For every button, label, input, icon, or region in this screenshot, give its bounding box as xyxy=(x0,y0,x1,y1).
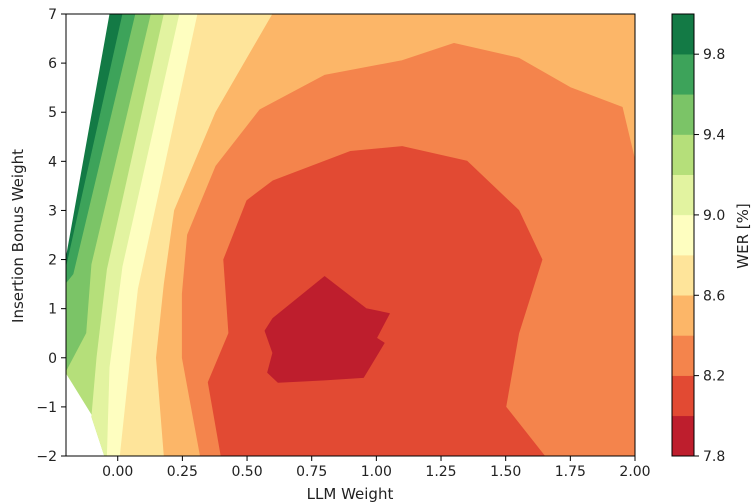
x-tick-label: 1.25 xyxy=(425,464,456,480)
colorbar-label: WER [%] xyxy=(734,203,752,268)
y-tick-label: 3 xyxy=(48,203,57,219)
colorbar-segment xyxy=(671,295,695,336)
contour-band-7.8-8.0 xyxy=(264,276,390,383)
x-tick-label: 0.00 xyxy=(102,464,133,480)
colorbar-tick-label: 9.4 xyxy=(703,128,725,144)
y-tick-label: −1 xyxy=(36,400,57,416)
colorbar-segment xyxy=(671,94,695,135)
x-tick-label: 0.25 xyxy=(167,464,198,480)
x-tick-label: 2.00 xyxy=(619,464,650,480)
colorbar-tick-label: 8.6 xyxy=(703,288,725,304)
colorbar-tick-label: 9.8 xyxy=(703,47,725,63)
contour-band-8.0-8.2 xyxy=(207,146,545,456)
colorbar-segment xyxy=(671,174,695,216)
y-tick-label: 1 xyxy=(48,302,57,318)
y-tick-label: 2 xyxy=(48,253,57,269)
y-tick-label: 0 xyxy=(48,351,57,367)
y-tick-label: 7 xyxy=(48,7,57,23)
x-tick-label: 1.75 xyxy=(555,464,586,480)
colorbar-segment xyxy=(671,335,695,376)
y-tick-label: 5 xyxy=(48,105,57,121)
colorbar-segment xyxy=(671,415,695,457)
colorbar-tick-label: 7.8 xyxy=(703,449,725,465)
x-axis-label: LLM Weight xyxy=(307,485,394,503)
x-tick-label: 0.50 xyxy=(231,464,262,480)
colorbar-segment xyxy=(671,13,695,55)
colorbar-segment xyxy=(671,214,695,256)
colorbar-tick-label: 8.2 xyxy=(703,369,725,385)
y-tick-label: 4 xyxy=(48,154,57,170)
colorbar-segment xyxy=(671,53,695,95)
y-axis: −2 −1 0 1 2 3 4 5 6 7 xyxy=(36,7,66,465)
y-axis-label: Insertion Bonus Weight xyxy=(9,149,27,323)
colorbar: 7.8 8.2 8.6 9.0 9.4 9.8 xyxy=(671,13,725,465)
colorbar-segment xyxy=(671,134,695,175)
x-tick-label: 1.50 xyxy=(490,464,521,480)
y-tick-label: 6 xyxy=(48,56,57,72)
plot-area xyxy=(65,13,636,457)
colorbar-segment xyxy=(671,375,695,417)
colorbar-segment xyxy=(671,254,695,296)
x-tick-label: 1.00 xyxy=(361,464,392,480)
colorbar-frame xyxy=(671,13,695,457)
x-axis: 0.00 0.25 0.50 0.75 1.00 1.25 1.50 1.75 2.00 xyxy=(102,456,651,480)
x-tick-label: 0.75 xyxy=(296,464,327,480)
colorbar-tick-label: 9.0 xyxy=(703,208,725,224)
y-tick-label: −2 xyxy=(36,449,57,465)
plot-frame xyxy=(65,13,636,457)
